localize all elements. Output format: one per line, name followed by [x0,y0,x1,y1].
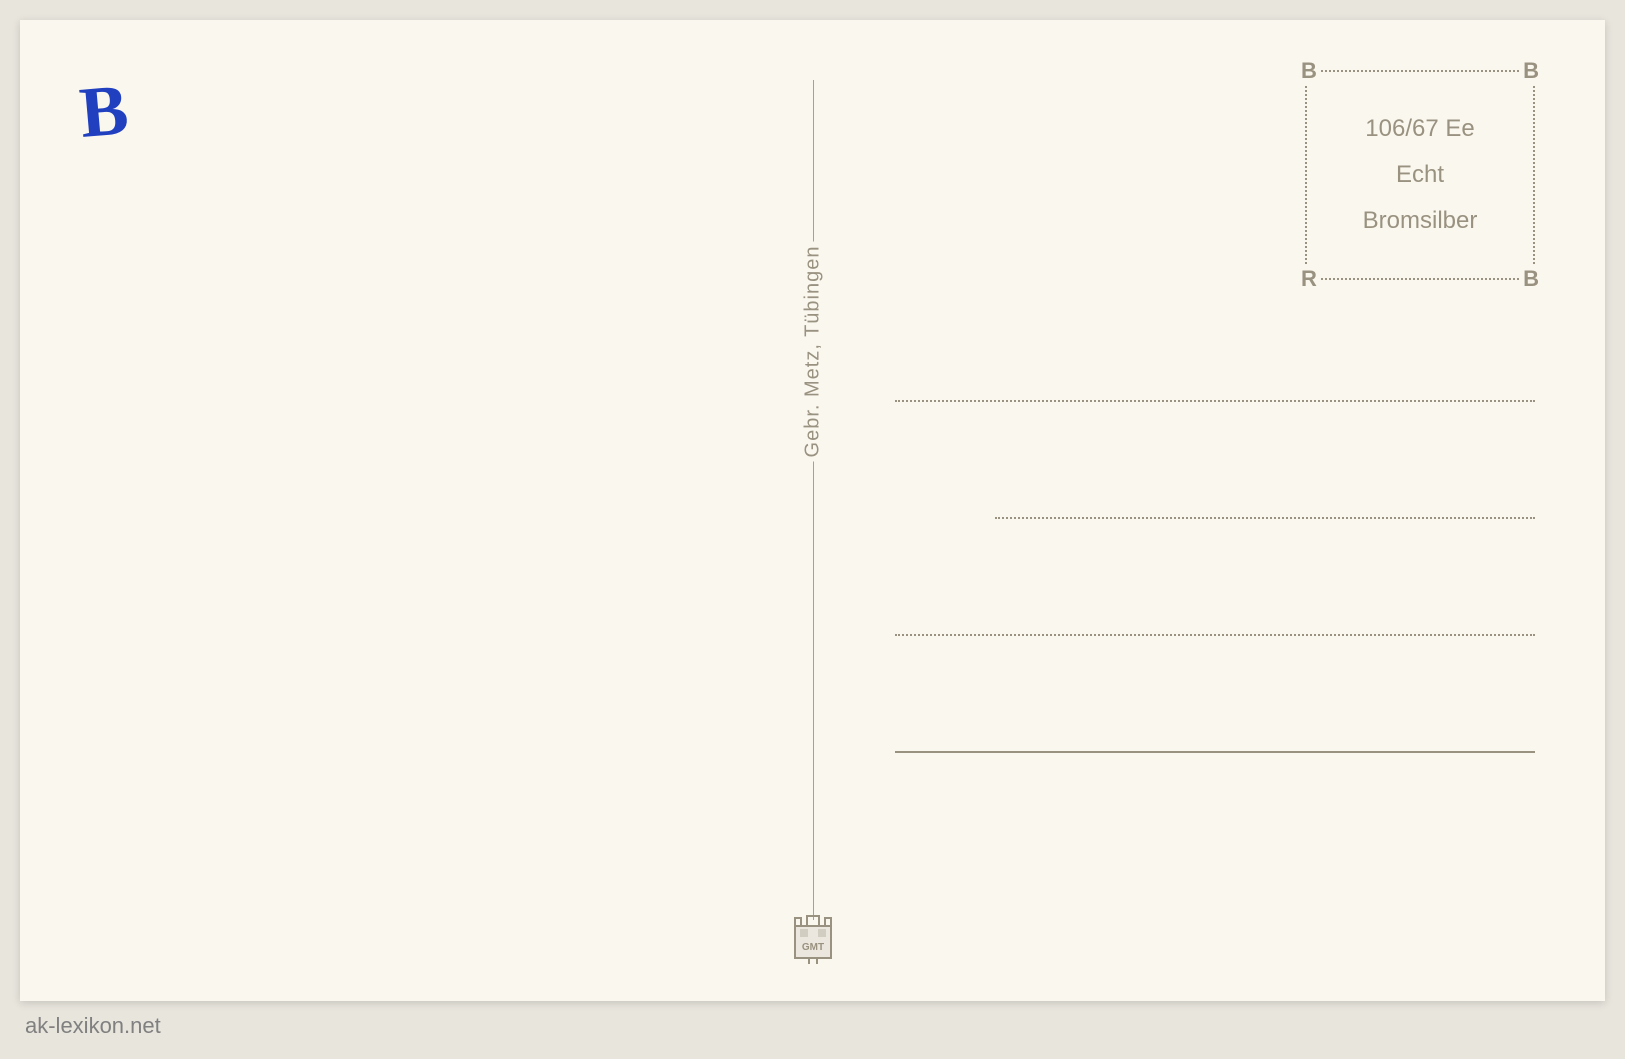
address-line [995,517,1535,519]
watermark-text: ak-lexikon.net [25,1013,161,1039]
stamp-placement-box: B B R B 106/67 Ee Echt Bromsilber [1305,70,1535,280]
stamp-corner-label: B [1519,266,1543,292]
address-line [895,634,1535,636]
svg-text:GMT: GMT [801,942,823,953]
publisher-logo-icon: GMT [787,908,839,971]
stamp-echt: Echt [1396,161,1444,189]
postcard-back: B Gebr. Metz, Tübingen B B R B 106/67 Ee… [20,20,1605,1001]
stamp-corner-label: R [1297,266,1321,292]
address-line [895,400,1535,402]
address-area [895,400,1535,868]
stamp-box-text: 106/67 Ee Echt Bromsilber [1307,72,1533,278]
stamp-corner-label: B [1519,58,1543,84]
center-divider [813,80,814,920]
publisher-imprint: Gebr. Metz, Tübingen [801,242,824,462]
stamp-code: 106/67 Ee [1365,115,1474,143]
stamp-corner-label: B [1297,58,1321,84]
address-line [895,751,1535,753]
handwritten-annotation: B [76,68,131,155]
stamp-bromsilber: Bromsilber [1363,207,1478,235]
